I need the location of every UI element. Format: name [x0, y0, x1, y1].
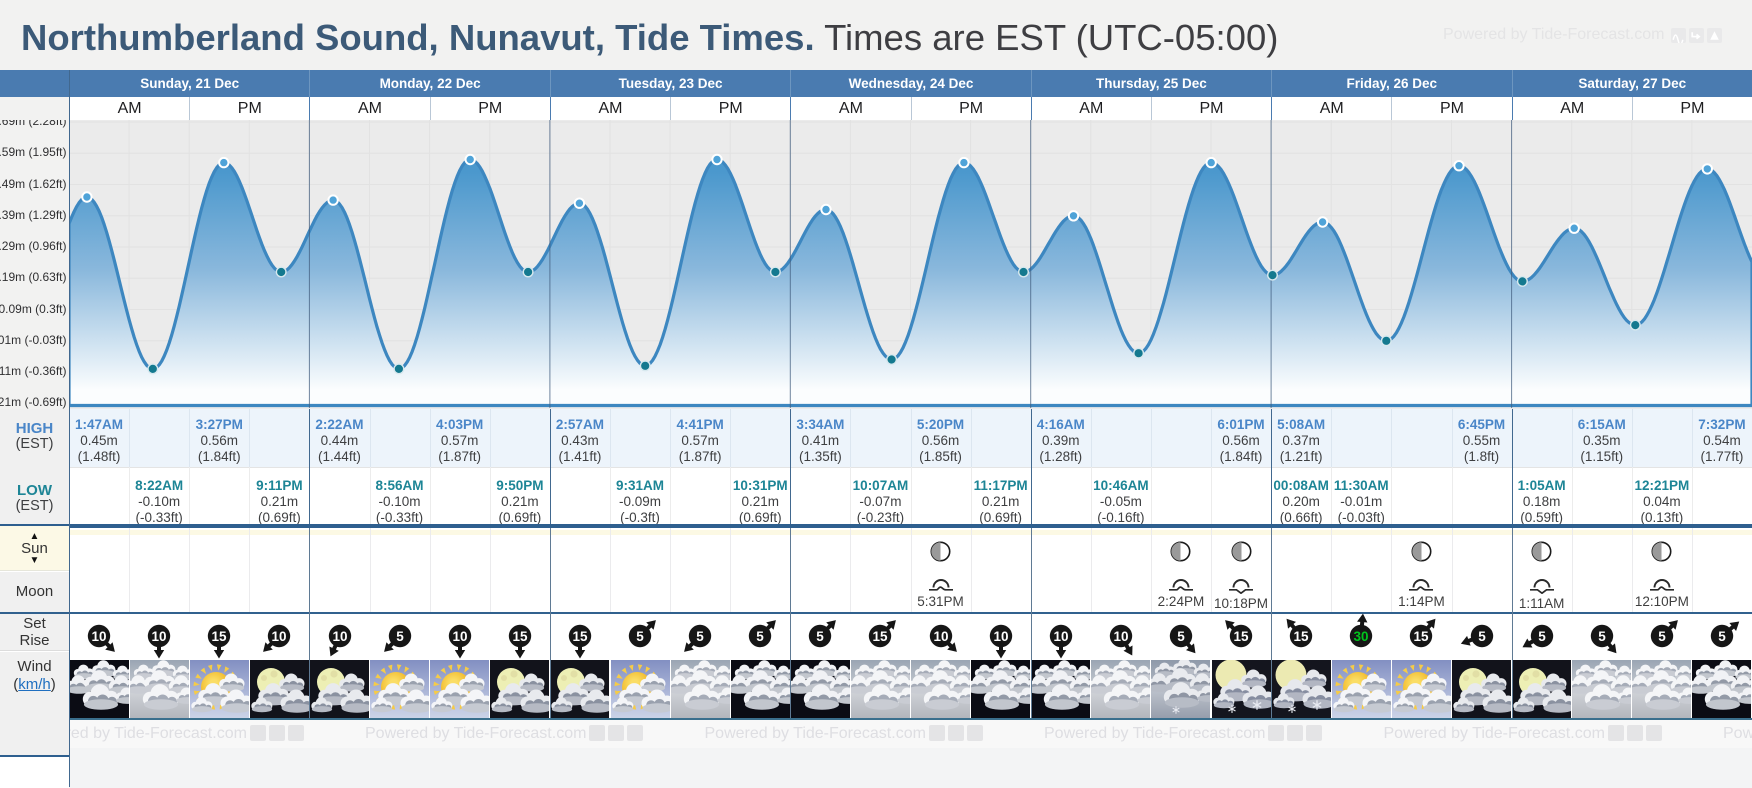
svg-text:10: 10 — [1053, 629, 1068, 644]
svg-text:10: 10 — [993, 629, 1008, 644]
svg-text:15: 15 — [512, 629, 528, 644]
svg-text:5: 5 — [1538, 629, 1546, 644]
svg-text:10: 10 — [92, 629, 107, 644]
svg-text:5: 5 — [696, 629, 704, 644]
svg-text:10: 10 — [152, 629, 167, 644]
svg-text:5: 5 — [1177, 629, 1185, 644]
svg-text:10: 10 — [332, 629, 347, 644]
svg-text:5: 5 — [636, 629, 644, 644]
svg-text:15: 15 — [212, 629, 228, 644]
svg-text:5: 5 — [756, 629, 764, 644]
svg-text:5: 5 — [1658, 629, 1666, 644]
svg-text:10: 10 — [452, 629, 467, 644]
svg-text:15: 15 — [1414, 629, 1430, 644]
svg-text:10: 10 — [272, 629, 287, 644]
svg-text:5: 5 — [1718, 629, 1726, 644]
svg-text:15: 15 — [1234, 629, 1250, 644]
svg-text:5: 5 — [817, 629, 825, 644]
svg-text:10: 10 — [1113, 629, 1128, 644]
svg-text:10: 10 — [933, 629, 948, 644]
svg-text:5: 5 — [1598, 629, 1606, 644]
svg-text:5: 5 — [1478, 629, 1486, 644]
svg-text:15: 15 — [572, 629, 588, 644]
svg-text:15: 15 — [1294, 629, 1310, 644]
svg-text:15: 15 — [873, 629, 889, 644]
svg-text:5: 5 — [396, 629, 404, 644]
svg-text:30: 30 — [1354, 629, 1369, 644]
